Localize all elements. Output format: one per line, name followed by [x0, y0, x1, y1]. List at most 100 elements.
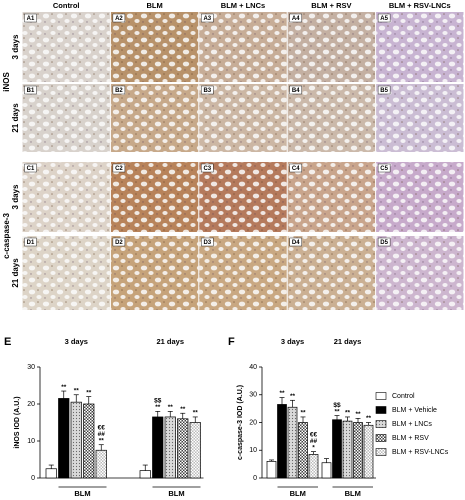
bar [58, 398, 70, 479]
panel-label: C3 [203, 166, 211, 172]
column-header: BLM + LNCs [221, 1, 265, 10]
panel-label-box [112, 13, 126, 23]
panel-label: D4 [292, 240, 300, 246]
time-label: 21 days [11, 103, 20, 133]
legend-swatch [375, 420, 387, 428]
y-tick-label: 20 [27, 401, 35, 408]
significance-mark: ** [334, 408, 340, 415]
panel-label: A2 [115, 16, 123, 22]
bar [83, 403, 95, 479]
legend-label: BLM + Vehicle [392, 407, 437, 414]
column-header: BLM + RSV-LNCs [389, 1, 451, 10]
error-bar [167, 411, 173, 417]
micrograph-texture [199, 84, 287, 152]
panel-label-box [377, 237, 391, 247]
y-tick-label: 10 [27, 438, 35, 445]
error-bar [142, 464, 148, 471]
panel-label: D5 [380, 240, 388, 246]
marker-label: iNOS [2, 72, 11, 92]
panel-label: D3 [203, 240, 211, 246]
legend-swatch [375, 448, 387, 456]
y-tick-label: 0 [253, 475, 257, 482]
panel-label: D2 [115, 240, 123, 246]
significance-mark: ## [98, 431, 106, 438]
y-tick-label: 30 [249, 392, 257, 399]
micrograph-texture [22, 84, 110, 152]
significance-mark: ** [180, 406, 186, 413]
y-tick-label: 0 [31, 475, 35, 482]
panel-label: C1 [27, 166, 35, 172]
group-label: 3 days [281, 337, 304, 346]
group-label: 21 days [334, 337, 362, 346]
panel-label-box [289, 13, 302, 23]
legend-swatch [375, 406, 387, 414]
bar [70, 401, 82, 479]
significance-mark: ** [99, 437, 105, 444]
significance-mark: ** [290, 393, 296, 400]
panel-label-box [112, 85, 126, 95]
panel-label: D1 [27, 240, 35, 246]
legend-swatch [375, 434, 387, 442]
micrograph-texture [376, 236, 464, 310]
panel-label-box [24, 163, 37, 173]
y-tick-label: 10 [249, 447, 257, 454]
error-bar [48, 464, 54, 469]
legend-label: BLM + RSV-LNCs [392, 449, 449, 456]
significance-mark: ** [279, 390, 285, 397]
bar [164, 416, 176, 479]
error-bar [269, 459, 274, 462]
micrograph-texture [22, 236, 110, 310]
micrograph-texture [376, 162, 464, 232]
panel-label: A5 [380, 16, 388, 22]
error-bar [98, 444, 104, 451]
micrograph-texture [287, 236, 376, 310]
micrograph-texture [22, 162, 110, 232]
micrograph-texture [287, 12, 376, 82]
group-axis-label: BLM [74, 489, 90, 498]
significance-mark: €€ [310, 431, 318, 438]
bar [139, 470, 151, 479]
significance-mark: ** [61, 384, 67, 391]
micrograph-texture [110, 162, 199, 232]
significance-mark: ** [155, 404, 161, 411]
panel-letter: F [228, 336, 235, 348]
panel-label: B1 [27, 88, 35, 94]
panel-label: A4 [292, 16, 300, 22]
bar [177, 418, 189, 479]
bar [353, 422, 363, 479]
panel-label-box [377, 13, 391, 23]
significance-mark: ** [345, 410, 351, 417]
bar [189, 422, 201, 479]
panel-label-box [112, 237, 126, 247]
micrograph-texture [110, 236, 199, 310]
legend-label: BLM + RSV [392, 435, 429, 442]
bar [332, 419, 342, 479]
significance-mark: $$ [333, 402, 341, 409]
column-header: Control [53, 1, 80, 10]
micrograph-texture [199, 236, 287, 310]
bar [266, 461, 277, 479]
micrograph-texture [376, 84, 464, 152]
panel-label-box [377, 85, 391, 95]
panel-label: B3 [203, 88, 211, 94]
error-bar [86, 396, 92, 404]
micrograph-texture [287, 162, 376, 232]
error-bar [300, 416, 306, 423]
micrograph-texture [199, 162, 287, 232]
bar [152, 416, 164, 479]
panel-label-box [289, 237, 302, 247]
bar [277, 404, 287, 479]
micrograph-texture [110, 84, 199, 152]
error-bar [345, 416, 350, 422]
significance-mark: ** [74, 387, 80, 394]
error-bar [73, 394, 79, 403]
error-bar [334, 415, 340, 420]
time-label: 3 days [11, 34, 20, 59]
y-tick-label: 20 [249, 419, 257, 426]
micrograph-texture [22, 12, 110, 82]
significance-mark: ## [310, 438, 318, 445]
bar [45, 468, 57, 479]
panel-label: C4 [292, 166, 300, 172]
panel-label-box [201, 163, 214, 173]
significance-mark: * [312, 444, 315, 451]
